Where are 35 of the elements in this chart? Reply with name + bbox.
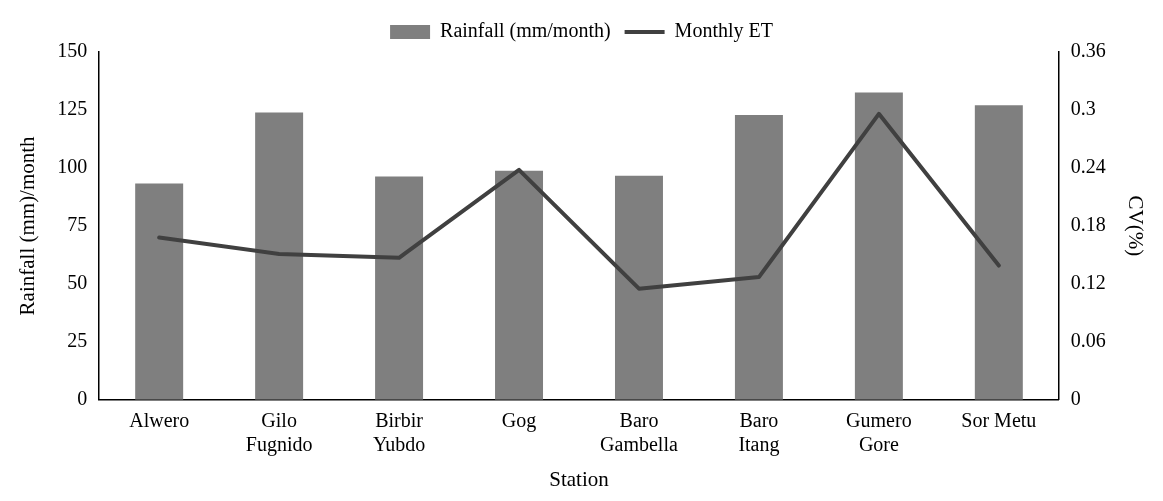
y2-tick-label: 0.06	[1070, 329, 1106, 352]
y-tick-label: 0	[77, 387, 88, 410]
bar	[495, 170, 544, 400]
y-tick-label: 50	[67, 271, 88, 294]
y2-tick-label: 0.24	[1070, 155, 1106, 178]
bar	[734, 115, 783, 400]
y2-tick-label: 0	[1070, 387, 1081, 410]
y-tick-label: 75	[67, 213, 88, 236]
legend-label: Monthly ET	[674, 19, 773, 43]
bar	[614, 175, 663, 400]
x-tick-label: Gilo Fugnido	[245, 409, 313, 457]
legend-label: Rainfall (mm/month)	[440, 19, 611, 43]
x-tick-label: Birbir Yubdo	[372, 409, 426, 456]
y-tick-label: 150	[57, 39, 88, 62]
x-tick-label: Sor Metu	[961, 409, 1037, 432]
x-tick-label: Baro Itang	[738, 409, 780, 457]
bar	[255, 112, 304, 400]
bar	[854, 92, 903, 400]
x-axis-title: Station	[549, 466, 610, 491]
y-tick-label: 100	[57, 155, 88, 178]
bar	[974, 105, 1023, 400]
bar	[375, 176, 424, 400]
x-tick-label: Gumero Gore	[846, 409, 912, 456]
y2-axis-title: CV(%)	[1123, 195, 1148, 257]
x-tick-label: Baro Gambella	[600, 409, 678, 456]
x-tick-label: Gog	[501, 409, 537, 433]
y-tick-label: 25	[67, 329, 88, 352]
y2-tick-label: 0.18	[1070, 213, 1106, 236]
x-tick-label: Alwero	[129, 409, 190, 432]
bar	[135, 183, 184, 400]
y2-tick-label: 0.36	[1070, 39, 1106, 62]
y2-tick-label: 0.3	[1070, 97, 1096, 120]
y2-tick-label: 0.12	[1070, 271, 1106, 294]
y-axis-title: Rainfall (mm)/month	[15, 135, 40, 316]
y-tick-label: 125	[57, 97, 88, 120]
